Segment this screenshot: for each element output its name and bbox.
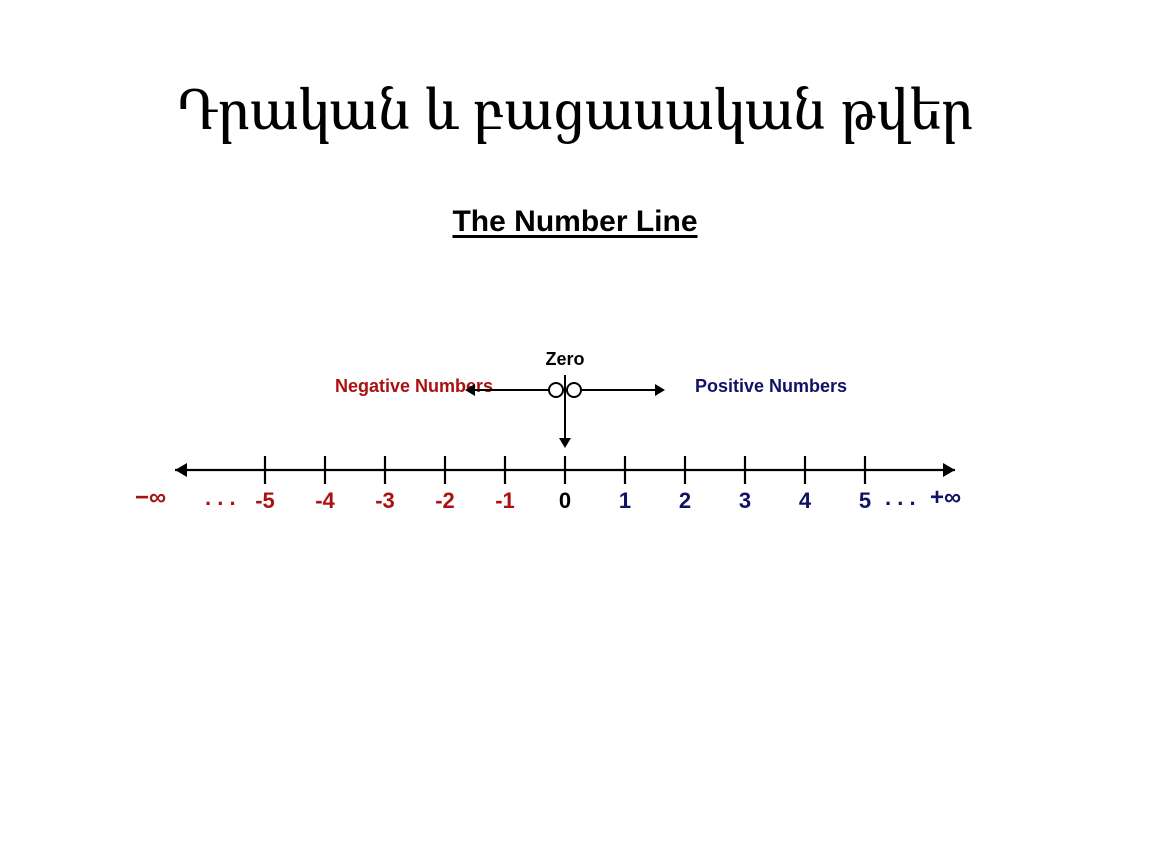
tick-label: 3 <box>739 488 751 513</box>
positive-ellipsis: . . . <box>885 485 916 510</box>
number-line-svg: -5 -4 -3 -2 -1 0 1 2 3 4 5 Negative Numbers Positive… <box>165 330 985 580</box>
tick-label: 2 <box>679 488 691 513</box>
tick-label: -4 <box>315 488 335 513</box>
sub-title-text: The Number Line <box>452 205 697 238</box>
zero-label: Zero <box>545 349 584 369</box>
positive-numbers-label: Positive Numbers <box>695 376 847 396</box>
axis-arrow-right <box>943 463 955 477</box>
main-title: Դրական և բացասական թվեր <box>0 70 1150 146</box>
zero-right-arrow-head <box>655 384 665 396</box>
tick-label: -3 <box>375 488 395 513</box>
tick-label: -2 <box>435 488 455 513</box>
tick-label: 1 <box>619 488 631 513</box>
tick-label: -5 <box>255 488 275 513</box>
tick-label: 5 <box>859 488 871 513</box>
open-circle-left <box>549 383 563 397</box>
zero-down-arrow-head <box>559 438 571 448</box>
tick-label: 0 <box>559 488 571 513</box>
negative-ellipsis: . . . <box>205 485 236 510</box>
sub-title: The Number Line <box>0 205 1150 239</box>
negative-numbers-label: Negative Numbers <box>335 376 493 396</box>
negative-infinity-label: −∞ <box>135 484 166 511</box>
tick-label: 4 <box>799 488 812 513</box>
number-line-diagram: -5 -4 -3 -2 -1 0 1 2 3 4 5 Negative Numbers Positive… <box>165 330 985 580</box>
open-circle-right <box>567 383 581 397</box>
positive-infinity-label: +∞ <box>930 484 961 511</box>
axis-arrow-left <box>175 463 187 477</box>
tick-label: -1 <box>495 488 515 513</box>
page-root: Դրական և բացասական թվեր The Number Line … <box>0 0 1150 864</box>
